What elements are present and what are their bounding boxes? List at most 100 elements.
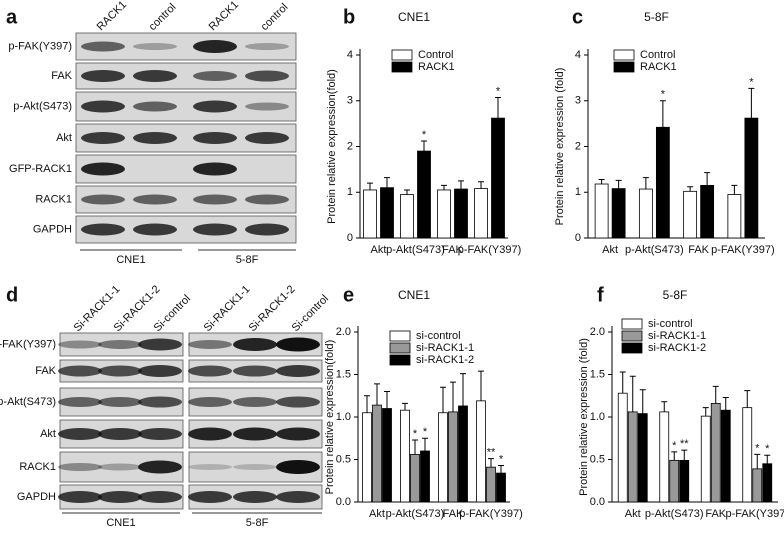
- x-tick-label: p-FAK(Y397): [725, 508, 784, 520]
- blot-band: [188, 397, 232, 407]
- blot-band: [245, 223, 289, 236]
- error-bar: [615, 179, 622, 189]
- group-label: CNE1: [116, 254, 145, 266]
- bar: [720, 409, 731, 503]
- bar: [458, 405, 468, 503]
- significance-mark: *: [499, 453, 504, 465]
- legend-swatch: [621, 342, 643, 354]
- x-tick-label: FAK: [688, 244, 709, 256]
- bar: [710, 402, 721, 503]
- error-bar: [412, 439, 418, 455]
- legend-swatch: [389, 330, 411, 342]
- error-bar: [478, 370, 484, 401]
- y-axis-label: Protein relative expression (fold): [554, 68, 566, 226]
- group-label: 5-8F: [236, 254, 259, 266]
- x-tick-label: p-FAK(Y397): [711, 244, 775, 256]
- y-tick-label: 1.5: [590, 368, 605, 380]
- y-tick-label: 2.0: [590, 326, 605, 338]
- error-bar: [681, 449, 688, 461]
- bar: [382, 408, 392, 503]
- blot-band: [245, 194, 289, 205]
- blot-band: [81, 100, 125, 113]
- y-axis-label: Protein relative expression(fold): [324, 340, 336, 495]
- blot-band: [58, 428, 102, 440]
- x-tick-label: Akt: [625, 508, 641, 520]
- blot-band: [138, 365, 182, 377]
- error-bar: [704, 172, 711, 186]
- x-tick-label: FAK: [442, 244, 463, 256]
- bar: [744, 117, 759, 239]
- significance-mark: *: [749, 76, 754, 88]
- lane-label: control: [147, 1, 179, 33]
- y-tick-label: 0.0: [590, 496, 605, 508]
- significance-mark: *: [423, 426, 428, 438]
- error-bar: [598, 178, 605, 185]
- y-tick-label: 4: [347, 49, 353, 61]
- bar: [727, 194, 742, 239]
- blot-band: [133, 101, 177, 112]
- x-tick-label: p-FAK(Y397): [458, 244, 522, 256]
- panel-letter: c: [572, 6, 583, 28]
- blot-band: [233, 365, 277, 377]
- blot-band: [81, 223, 125, 236]
- chart-title: 5-8F: [644, 10, 669, 24]
- y-tick-label: 1.5: [336, 368, 351, 380]
- legend-label: si-RACK1-2: [416, 354, 474, 366]
- bar: [420, 450, 430, 503]
- panel-letter: f: [597, 284, 604, 306]
- bar: [474, 188, 488, 239]
- x-tick-label: FAK: [705, 508, 726, 520]
- bar: [683, 190, 698, 239]
- y-tick-label: 3: [347, 95, 353, 107]
- bar: [410, 453, 420, 503]
- blot-band: [98, 365, 142, 377]
- legend-label: RACK1: [640, 61, 677, 73]
- bar: [637, 413, 648, 503]
- error-bar: [421, 140, 427, 152]
- blot-band: [81, 162, 125, 176]
- error-bar: [488, 458, 494, 468]
- significance-mark: *: [413, 428, 418, 440]
- significance-mark: *: [672, 440, 677, 452]
- bar: [454, 188, 468, 239]
- y-axis-label: Protein relative expression (fold): [578, 338, 590, 496]
- error-bar: [731, 184, 738, 195]
- blot-band: [188, 491, 232, 503]
- bar: [655, 126, 670, 239]
- error-bar: [498, 464, 504, 474]
- blot-band: [233, 427, 277, 441]
- bar: [486, 466, 496, 503]
- bar: [448, 411, 458, 503]
- bar: [700, 184, 715, 239]
- bar: [438, 412, 448, 503]
- x-tick-label: p-Akt(S473): [625, 244, 684, 256]
- blot-band: [138, 428, 182, 440]
- blot-band: [188, 464, 232, 470]
- error-bar: [748, 87, 755, 119]
- error-bar: [374, 383, 380, 406]
- bar: [417, 150, 431, 239]
- error-bar: [422, 437, 428, 451]
- error-bar: [384, 391, 390, 409]
- row-label: Akt: [56, 132, 72, 144]
- blot-band: [245, 102, 289, 111]
- lane-label: Si-control: [290, 293, 331, 334]
- blot-band: [58, 340, 102, 349]
- legend-swatch: [613, 61, 635, 73]
- bar: [363, 189, 377, 239]
- bar: [679, 459, 690, 503]
- y-tick-label: 0.0: [336, 496, 351, 508]
- error-bar: [659, 100, 666, 128]
- blot-band: [81, 132, 125, 144]
- row-label: FAK: [51, 70, 72, 82]
- legend-label: si-RACK1-2: [648, 342, 706, 354]
- legend-swatch: [621, 330, 643, 342]
- y-tick-label: 1.0: [590, 411, 605, 423]
- error-bar: [404, 189, 410, 195]
- blot-band: [276, 365, 320, 377]
- row-label: p-Akt(S473): [13, 100, 72, 112]
- significance-mark: **: [680, 438, 689, 450]
- error-bar: [460, 373, 466, 406]
- blot-band: [58, 463, 102, 471]
